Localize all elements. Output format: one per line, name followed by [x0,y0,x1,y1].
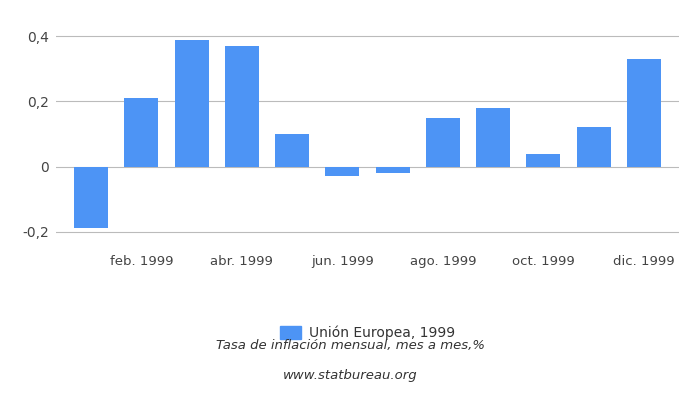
Bar [626,59,661,166]
Text: Tasa de inflación mensual, mes a mes,%: Tasa de inflación mensual, mes a mes,% [216,340,484,352]
Bar [476,108,510,166]
Bar [174,40,209,166]
Legend: Unión Europea, 1999: Unión Europea, 1999 [273,319,462,347]
Bar [426,118,460,166]
Text: www.statbureau.org: www.statbureau.org [283,370,417,382]
Bar [326,166,360,176]
Bar [74,166,108,228]
Bar [577,128,610,166]
Bar [275,134,309,166]
Bar [526,154,561,166]
Bar [375,166,410,173]
Bar [125,98,158,166]
Bar [225,46,259,166]
